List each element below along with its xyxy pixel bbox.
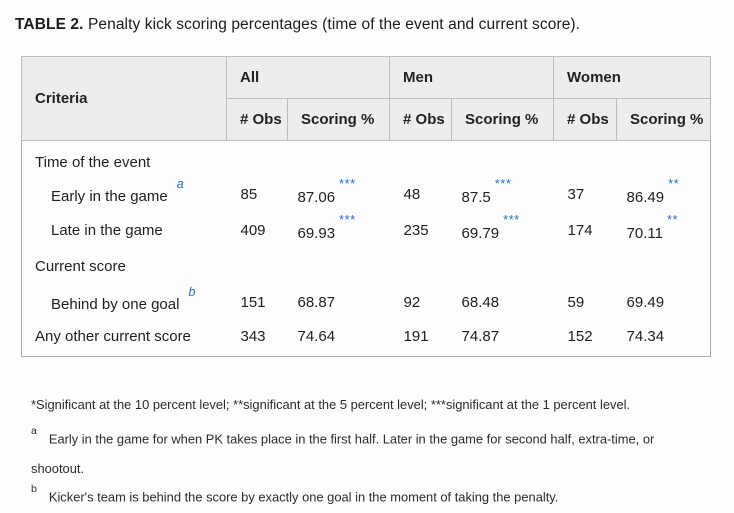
table-row-early: Early in the gamea 85 87.06*** 48 87.5**… bbox=[22, 175, 711, 213]
obs-cell-all: 151 bbox=[240, 294, 266, 311]
scoring-cell-men: 87.5*** bbox=[461, 175, 512, 206]
obs-cell-women: 37 bbox=[567, 186, 585, 203]
table-body: Time of the event Early in the gamea 85 … bbox=[22, 141, 711, 357]
obs-cell-men: 92 bbox=[403, 294, 421, 311]
row-label: Time of the event bbox=[35, 153, 151, 171]
scoring-cell-men: 68.48 bbox=[461, 294, 500, 311]
footnote-a-text: Early in the game for when PK takes plac… bbox=[31, 431, 655, 477]
footnote-b: b Kicker's team is behind the score by ex… bbox=[31, 483, 559, 505]
scoring-cell-women: 69.49 bbox=[626, 294, 665, 311]
obs-cell-men: 191 bbox=[403, 328, 429, 346]
row-label: Behind by one goalb bbox=[51, 285, 196, 313]
row-label: Current score bbox=[35, 258, 126, 275]
obs-cell-women: 152 bbox=[567, 328, 593, 346]
row-label: Late in the game bbox=[51, 222, 163, 239]
obs-cell-all: 343 bbox=[240, 328, 266, 346]
obs-cell-all: 409 bbox=[240, 222, 266, 239]
row-footnote-marker-b: b bbox=[188, 285, 196, 299]
row-label: Any other current score bbox=[35, 328, 191, 346]
significance-stars: *** bbox=[494, 175, 512, 191]
footnote-a-marker: a bbox=[31, 425, 37, 437]
scoring-cell-all: 69.93*** bbox=[297, 211, 356, 242]
table-row-late: Late in the game 409 69.93*** 235 69.79*… bbox=[22, 211, 711, 249]
scoring-cell-men: 74.87 bbox=[461, 328, 500, 346]
header-obs-all: # Obs bbox=[226, 98, 288, 141]
header-scoring-women: Scoring % bbox=[616, 98, 712, 141]
header-group-all: All bbox=[225, 56, 391, 99]
header-sub-row: # Obs Scoring % # Obs Scoring % # Obs Sc… bbox=[22, 98, 712, 141]
scoring-cell-all: 68.87 bbox=[297, 294, 336, 311]
footnote-b-marker: b bbox=[31, 483, 37, 495]
significance-stars: *** bbox=[339, 211, 356, 227]
scoring-cell-women: 70.11** bbox=[626, 211, 679, 242]
row-footnote-marker-a: a bbox=[176, 177, 184, 191]
table-caption: Penalty kick scoring percentages (time o… bbox=[83, 16, 581, 33]
table-header: Criteria All Men Women # Obs Scoring % #… bbox=[21, 56, 712, 141]
results-table: Criteria All Men Women # Obs Scoring % #… bbox=[21, 56, 712, 357]
footnote-b-text: Kicker's team is behind the score by exa… bbox=[48, 489, 559, 505]
table-row-group-score: Current score bbox=[22, 249, 711, 285]
table-number-label: TABLE 2. bbox=[15, 16, 84, 33]
header-group-women: Women bbox=[553, 56, 712, 99]
header-group-row: Criteria All Men Women bbox=[21, 56, 712, 141]
obs-cell-men: 235 bbox=[403, 222, 429, 239]
footnote-significance: *Significant at the 10 percent level; **… bbox=[31, 397, 631, 412]
table-row-behind: Behind by one goalb 151 68.87 92 68.48 5… bbox=[22, 285, 711, 321]
results-table-container: Criteria All Men Women # Obs Scoring % #… bbox=[21, 56, 712, 357]
significance-stars: ** bbox=[668, 175, 680, 191]
row-label: Early in the gamea bbox=[51, 177, 184, 205]
scoring-cell-women: 74.34 bbox=[626, 328, 665, 346]
header-scoring-men: Scoring % bbox=[451, 98, 555, 141]
header-obs-women: # Obs bbox=[553, 98, 618, 141]
scoring-cell-all: 87.06*** bbox=[297, 175, 356, 206]
obs-cell-women: 59 bbox=[567, 294, 585, 311]
table-row-group-time: Time of the event bbox=[22, 141, 711, 177]
significance-stars: ** bbox=[666, 211, 679, 227]
header-cell-criteria: Criteria bbox=[21, 56, 227, 141]
header-obs-men: # Obs bbox=[389, 98, 453, 141]
table-row-anyother: Any other current score 343 74.64 191 74… bbox=[22, 321, 711, 357]
obs-cell-women: 174 bbox=[567, 222, 593, 239]
obs-cell-men: 48 bbox=[403, 186, 421, 203]
obs-cell-all: 85 bbox=[240, 186, 258, 203]
significance-stars: *** bbox=[339, 175, 356, 191]
footnote-a: aEarly in the game for when PK takes pla… bbox=[31, 420, 693, 484]
scoring-cell-men: 69.79*** bbox=[461, 211, 520, 242]
header-group-men: Men bbox=[389, 56, 555, 99]
scoring-cell-women: 86.49** bbox=[626, 175, 680, 206]
scoring-cell-all: 74.64 bbox=[297, 328, 336, 346]
header-scoring-all: Scoring % bbox=[286, 98, 391, 141]
significance-stars: *** bbox=[503, 211, 520, 227]
page-title: TABLE 2. Penalty kick scoring percentage… bbox=[15, 16, 580, 34]
